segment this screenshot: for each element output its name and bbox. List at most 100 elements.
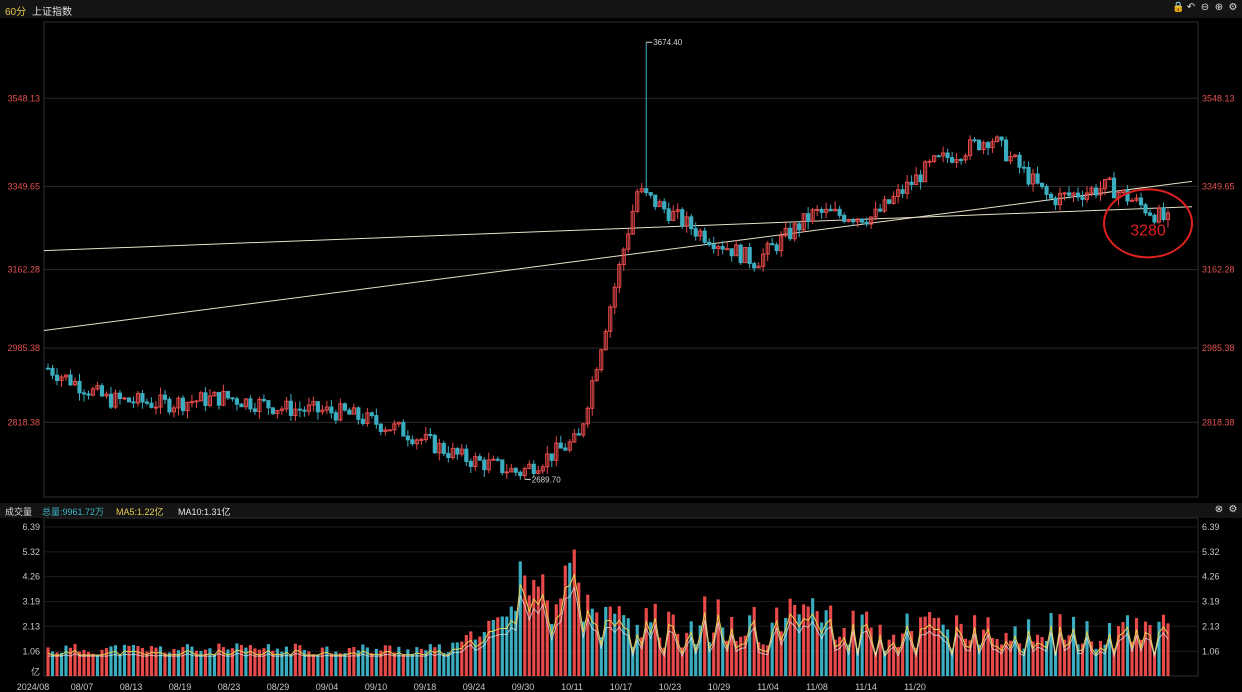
candle-body <box>1165 212 1171 220</box>
candle-body <box>675 209 680 212</box>
candle-body <box>527 463 532 469</box>
volume-bar <box>365 647 369 676</box>
candle-body <box>248 398 253 410</box>
volume-bar <box>500 616 504 676</box>
volume-bar <box>865 611 869 676</box>
volume-bar <box>1058 614 1062 676</box>
candle-body <box>486 459 491 471</box>
candle-body <box>536 470 541 474</box>
volume-bar <box>757 642 761 676</box>
candle-body <box>171 407 177 413</box>
volume-bar <box>1008 640 1013 676</box>
candle-body <box>1080 196 1085 200</box>
volume-title: 成交量 <box>5 507 33 517</box>
candle-body <box>1026 166 1031 185</box>
minus-circle-icon[interactable]: ⊖ <box>1200 2 1210 13</box>
axis-labels: 3548.13 3548.13 3349.65 3349.65 3162.28 3162.… <box>7 93 1234 692</box>
volume-bar <box>577 582 581 676</box>
volume-bar <box>721 627 725 676</box>
volume-bar <box>959 623 963 676</box>
chart-frame <box>43 21 1199 677</box>
price-tick-label-right: 3162.28 <box>1202 265 1235 275</box>
undo-icon[interactable]: ↶ <box>1186 2 1196 13</box>
candle-body <box>428 433 433 436</box>
volume-bar <box>550 624 554 676</box>
volume-bar <box>761 644 765 676</box>
volume-bar <box>131 645 136 676</box>
volume-ma-lines <box>47 573 1169 659</box>
period-label[interactable]: 60分 <box>5 7 27 18</box>
price-tick-label-left: 3349.65 <box>7 181 40 191</box>
volume-bar <box>1107 623 1112 676</box>
volume-bar <box>356 650 360 676</box>
date-tick-label: 08/13 <box>120 682 143 692</box>
candle-body <box>702 230 707 243</box>
volume-bar <box>662 647 666 676</box>
volume-bar <box>941 624 945 676</box>
volume-bar <box>563 565 567 676</box>
candle-body <box>225 390 230 399</box>
close-icon[interactable]: ⊗ <box>1214 504 1224 515</box>
volume-bar <box>136 646 140 676</box>
candle-body <box>1017 154 1022 168</box>
candle-body <box>1161 207 1166 220</box>
volume-bar <box>163 652 167 676</box>
candle-body <box>684 216 689 227</box>
candle-body <box>612 286 617 308</box>
volume-bar <box>568 562 572 676</box>
volume-bar <box>689 621 693 676</box>
volume-bar <box>968 640 972 676</box>
candle-body <box>491 458 496 461</box>
candle-body <box>734 244 739 257</box>
gear-icon[interactable]: ⚙ <box>1228 504 1238 515</box>
candle-body <box>716 246 721 250</box>
gear-icon[interactable]: ⚙ <box>1228 2 1238 13</box>
candle-body <box>981 142 986 151</box>
volume-bar <box>649 622 653 676</box>
candle-body <box>275 409 280 415</box>
candle-body <box>149 402 154 408</box>
volume-bar <box>311 654 315 676</box>
volume-bar <box>698 625 702 676</box>
high-label: 3674.40 <box>653 38 682 47</box>
volume-bar <box>932 617 936 676</box>
candle-body <box>819 208 824 213</box>
candle-body <box>234 398 239 405</box>
volume-bar <box>545 600 549 676</box>
candle-body <box>572 433 577 443</box>
volume-bar <box>203 649 208 676</box>
volume-bar <box>937 617 941 676</box>
date-tick-label: 08/29 <box>267 682 290 692</box>
candle-body <box>801 213 806 231</box>
volume-bar <box>608 606 612 676</box>
plus-circle-icon[interactable]: ⊕ <box>1214 2 1224 13</box>
volume-bar <box>536 586 540 676</box>
volume-bar <box>176 650 181 676</box>
volume-bar <box>833 639 837 676</box>
volume-bar <box>212 654 216 676</box>
candle-body <box>990 140 995 149</box>
lock-icon[interactable]: 🔒 <box>1172 2 1185 13</box>
volume-bar <box>739 636 743 676</box>
volume-bar <box>437 644 441 676</box>
volume-bar <box>428 644 432 676</box>
price-tick-label-left: 3548.13 <box>7 93 40 103</box>
candle-body <box>351 407 356 415</box>
volume-bar <box>194 650 199 676</box>
volume-bar <box>730 616 734 676</box>
candlestick-series <box>45 42 1171 480</box>
volume-bar <box>487 620 491 676</box>
candle-body <box>959 159 964 162</box>
candle-body <box>869 216 874 225</box>
volume-bar <box>469 631 473 676</box>
volume-bar <box>653 603 657 676</box>
candle-body <box>180 397 186 412</box>
candle-body <box>369 412 374 417</box>
volume-bar <box>460 641 464 676</box>
candle-body <box>1053 197 1058 206</box>
volume-bar <box>892 634 896 676</box>
candle-body <box>473 456 478 467</box>
volume-bar <box>869 627 873 676</box>
volume-bar <box>361 644 365 676</box>
